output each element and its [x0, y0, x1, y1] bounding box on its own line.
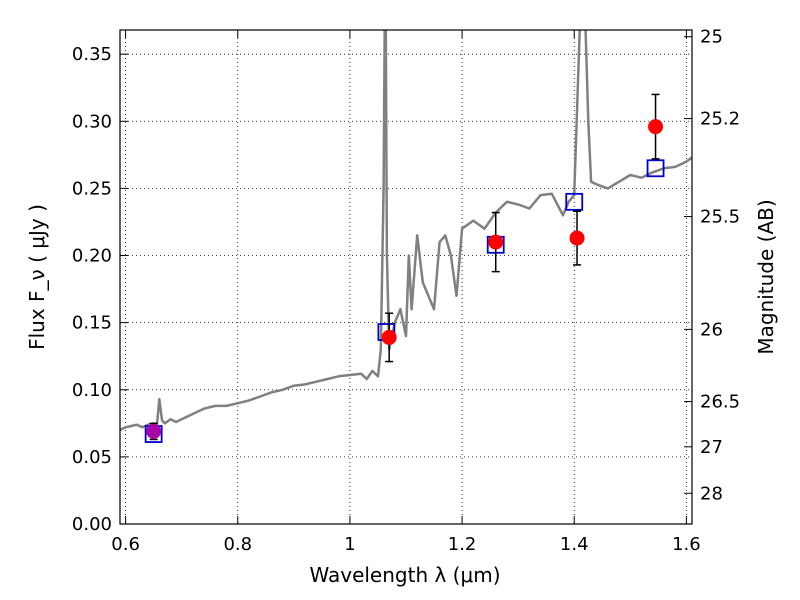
- y-tick-labels: 0.00 0.05 0.10 0.15 0.20 0.25 0.30 0.35: [72, 44, 112, 535]
- x-tick-label: 1.6: [672, 534, 701, 555]
- right-tick-label: 25.5: [700, 207, 740, 228]
- y-tick-label: 0.20: [72, 246, 112, 267]
- y-axis-label: Flux F_ν ( μJy ): [25, 204, 49, 350]
- observed-point: [569, 230, 585, 246]
- y-tick-label: 0.25: [72, 178, 112, 199]
- right-axis-label: Magnitude (AB): [754, 199, 778, 354]
- x-tick-label: 1.2: [448, 534, 477, 555]
- y-tick-label: 0.35: [72, 44, 112, 65]
- y-tick-label: 0.00: [72, 514, 112, 535]
- right-tick-label: 25: [700, 27, 723, 48]
- right-tick-label: 26.5: [700, 392, 740, 413]
- spectrum-line: [120, 30, 692, 432]
- observed-point: [488, 234, 504, 250]
- right-tick-label: 28: [700, 483, 723, 504]
- x-tick-labels: 0.6 0.8 1 1.2 1.4 1.6: [111, 534, 700, 555]
- plot-frame: [119, 29, 693, 525]
- x-tick-label: 0.6: [111, 534, 140, 555]
- y-tick-label: 0.30: [72, 111, 112, 132]
- grid: [120, 30, 692, 525]
- right-tick-label: 27: [700, 437, 723, 458]
- model-point: [646, 159, 665, 178]
- x-axis-label: Wavelength λ (μm): [309, 563, 500, 587]
- right-axis-tick-labels: 25 25.2 25.5 26 26.5 27 28: [700, 27, 740, 505]
- y-tick-label: 0.15: [72, 313, 112, 334]
- observed-point: [381, 329, 397, 345]
- y-tick-label: 0.10: [72, 380, 112, 401]
- x-tick-label: 1: [344, 534, 355, 555]
- y-tick-label: 0.05: [72, 447, 112, 468]
- observed-point: [648, 119, 664, 135]
- right-tick-label: 26: [700, 319, 723, 340]
- points-layer: [144, 93, 665, 443]
- model-point: [565, 192, 584, 211]
- observed-point: [146, 423, 162, 439]
- right-tick-label: 25.2: [700, 109, 740, 130]
- x-tick-label: 1.4: [560, 534, 589, 555]
- x-tick-label: 0.8: [223, 534, 252, 555]
- ticks-layer: [120, 30, 692, 525]
- spectrum-layer: [120, 30, 692, 432]
